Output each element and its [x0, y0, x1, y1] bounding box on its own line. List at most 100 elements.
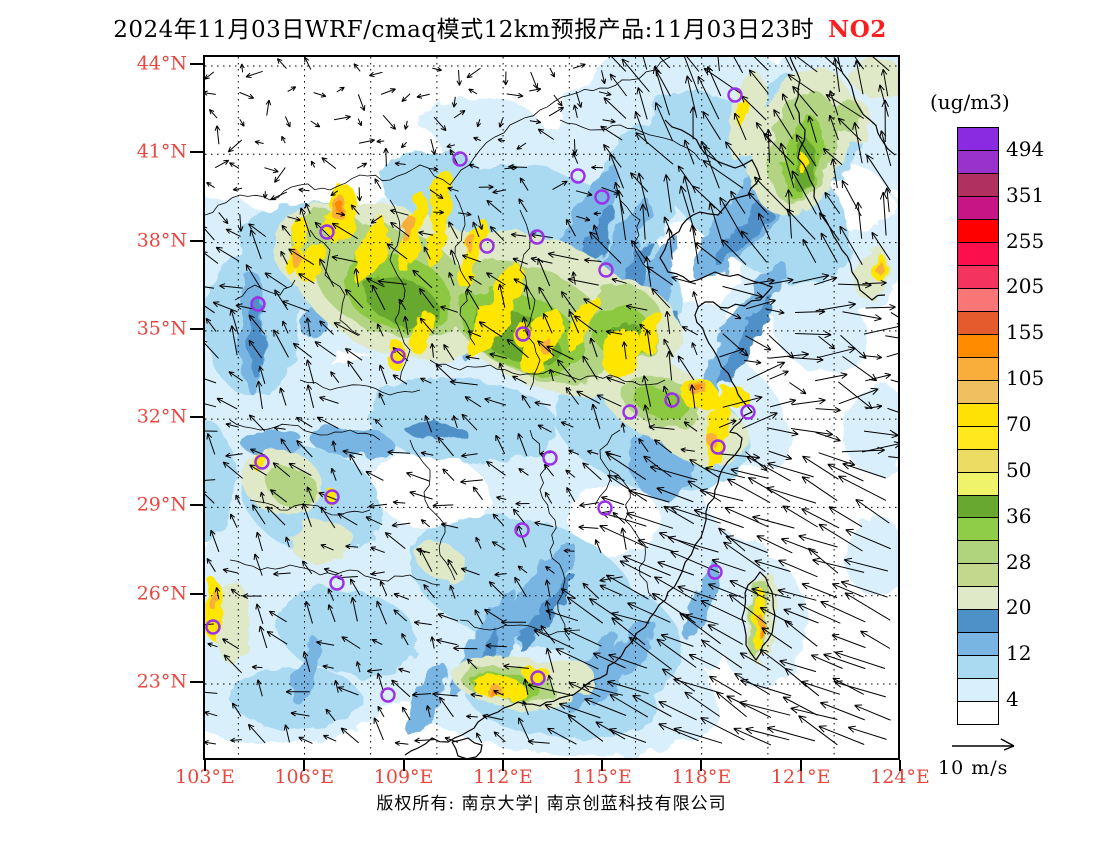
wind-arrow: [371, 284, 386, 311]
wind-arrow: [751, 586, 792, 599]
wind-arrow: [465, 354, 480, 361]
wind-arrow: [281, 135, 286, 144]
colorbar: [957, 127, 999, 725]
wind-arrow: [377, 705, 385, 718]
wind-arrow: [248, 339, 263, 359]
wind-arrow: [203, 740, 216, 746]
wind-arrow: [566, 486, 576, 503]
wind-arrow: [319, 396, 339, 404]
wind-arrow: [814, 276, 838, 286]
wind-arrow: [607, 679, 649, 695]
wind-arrow: [378, 392, 386, 406]
wind-arrow: [478, 321, 503, 338]
wind-arrow: [661, 668, 696, 692]
wind-arrow: [254, 140, 264, 145]
wind-arrow: [516, 142, 527, 150]
wind-arrow: [599, 525, 649, 549]
wind-arrow: [582, 683, 624, 696]
wind-arrow: [302, 503, 312, 527]
colorbar-cell: [958, 633, 998, 657]
wind-arrow: [304, 56, 312, 70]
wind-arrow: [540, 625, 556, 644]
wind-arrow: [715, 691, 747, 718]
wind-arrow: [791, 397, 826, 406]
lat-tick: [190, 151, 203, 154]
wind-arrow: [279, 387, 287, 406]
page-title: 2024年11月03日WRF/cmaq模式12km预报产品:11月03日23时 N…: [0, 10, 1000, 44]
wind-arrow: [230, 588, 241, 597]
wind-arrow: [398, 667, 411, 673]
province-border: [309, 229, 361, 336]
wind-arrow: [344, 288, 364, 309]
lon-label: 121°E: [770, 766, 831, 788]
wind-arrow: [484, 397, 507, 406]
wind-arrow: [314, 341, 336, 357]
wind-arrow: [591, 403, 601, 429]
wind-legend-arrow-icon: [952, 738, 1015, 751]
wind-arrow: [589, 231, 622, 264]
wind-arrow: [730, 467, 769, 479]
colorbar-tick-label: 255: [1006, 228, 1045, 253]
wind-arrow: [845, 528, 891, 550]
wind-arrow: [745, 451, 768, 472]
wind-arrow: [306, 486, 315, 503]
wind-arrow: [663, 505, 695, 525]
colorbar-cell: [958, 679, 998, 703]
wind-arrow: [374, 418, 383, 428]
wind-arrow: [666, 350, 673, 381]
wind-arrow: [474, 609, 484, 625]
wind-arrow: [602, 118, 616, 124]
province-border: [229, 559, 441, 586]
wind-arrow: [745, 726, 790, 741]
wind-arrow: [370, 215, 383, 224]
wind-arrow: [447, 186, 459, 192]
province-border: [229, 419, 381, 441]
wind-arrow: [802, 455, 839, 480]
wind-arrow: [807, 547, 839, 574]
wind-arrow: [412, 269, 433, 289]
wind-arrow: [840, 580, 888, 598]
wind-arrow: [815, 372, 848, 382]
wind-arrow: [758, 212, 771, 241]
wind-arrow: [798, 534, 838, 548]
wind-arrow: [433, 209, 444, 215]
wind-arrow: [634, 111, 648, 145]
colorbar-cell: [958, 173, 998, 197]
city-marker: [570, 168, 586, 184]
wind-arrow: [820, 600, 866, 623]
city-marker: [707, 564, 723, 580]
wind-arrow: [544, 703, 576, 718]
wind-arrow: [831, 633, 866, 649]
wind-arrow: [815, 301, 857, 312]
wind-arrow: [819, 701, 865, 721]
wind-arrow: [677, 585, 718, 601]
wind-arrow: [671, 275, 697, 285]
wind-arrow: [382, 114, 396, 130]
wind-arrow: [681, 326, 699, 336]
colorbar-cell: [958, 403, 998, 427]
wind-arrow: [484, 608, 505, 623]
wind-arrow: [854, 704, 891, 721]
lon-label: 106°E: [274, 766, 335, 788]
wind-arrow: [215, 246, 240, 262]
wind-arrow: [766, 486, 817, 504]
wind-arrow: [320, 544, 334, 551]
wind-arrow: [533, 629, 575, 650]
wind-arrow: [643, 455, 672, 478]
wind-arrow: [733, 112, 747, 141]
wind-arrow: [305, 202, 311, 214]
colorbar-unit-label: (ug/m3): [930, 90, 1010, 114]
wind-arrow: [689, 106, 697, 140]
wind-arrow: [779, 142, 795, 189]
colorbar-cell: [958, 334, 998, 358]
wind-arrow: [545, 566, 555, 574]
wind-arrow: [879, 130, 892, 167]
wind-arrow: [251, 504, 266, 525]
wind-arrow: [401, 93, 411, 102]
wind-arrow: [684, 691, 720, 717]
wind-arrow: [563, 628, 602, 647]
map-frame: [160, 22, 950, 760]
wind-arrow: [673, 677, 722, 694]
lon-tick: [303, 760, 306, 771]
coastline: [404, 119, 774, 756]
